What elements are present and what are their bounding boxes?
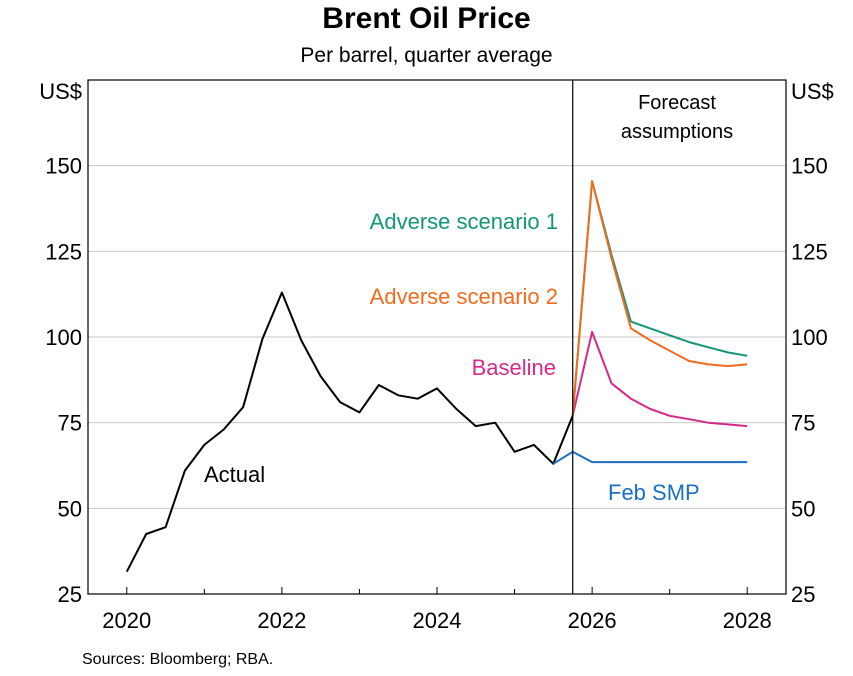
- y-tick-right-125: 125: [791, 239, 828, 264]
- series-line-feb-smp: [552, 450, 748, 465]
- x-tick-label-2024: 2024: [413, 608, 462, 633]
- y-tick-left-100: 100: [45, 325, 82, 350]
- y-tick-left-25: 25: [58, 582, 82, 607]
- series-line-baseline: [571, 330, 748, 428]
- x-tick-label-2028: 2028: [723, 608, 772, 633]
- series-line-actual: [125, 291, 574, 573]
- y-tick-right-75: 75: [791, 411, 815, 436]
- plot-frame: [87, 79, 787, 595]
- y-tick-right-25: 25: [791, 582, 815, 607]
- series-line-adverse-scenario-2: [571, 180, 748, 416]
- y-tick-left-75: 75: [58, 411, 82, 436]
- y-tick-right-50: 50: [791, 496, 815, 521]
- x-tick-label-2020: 2020: [102, 608, 151, 633]
- annotation-actual: Actual: [204, 462, 265, 487]
- plot-border: [87, 79, 787, 595]
- x-tick-label-2022: 2022: [257, 608, 306, 633]
- chart-labels: 25 25 50 50 75 75 100 100 125 125 150 150 US$ US$ 2020…: [39, 79, 834, 633]
- y-tick-left-125: 125: [45, 239, 82, 264]
- y-tick-right-150: 150: [791, 154, 828, 179]
- forecast-label-line1: Forecast: [638, 92, 716, 114]
- forecast-label-line2: assumptions: [621, 121, 733, 143]
- x-tick-label-2026: 2026: [568, 608, 617, 633]
- y-unit-right: US$: [791, 79, 834, 104]
- y-tick-left-50: 50: [58, 496, 82, 521]
- source-note: Sources: Bloomberg; RBA.: [82, 651, 274, 668]
- annotation-adverse-scenario-1: Adverse scenario 1: [370, 209, 558, 234]
- series-line-adverse-scenario-1: [571, 180, 748, 416]
- y-unit-left: US$: [39, 79, 82, 104]
- chart-subtitle: Per barrel, quarter average: [300, 44, 553, 67]
- series-lines: [125, 180, 748, 573]
- annotation-adverse-scenario-2: Adverse scenario 2: [370, 284, 558, 309]
- annotation-feb-smp: Feb SMP: [608, 480, 700, 505]
- annotation-baseline: Baseline: [472, 355, 556, 380]
- gridlines: [88, 165, 786, 509]
- chart-title: Brent Oil Price: [322, 2, 531, 35]
- y-tick-right-100: 100: [791, 325, 828, 350]
- y-tick-left-150: 150: [45, 154, 82, 179]
